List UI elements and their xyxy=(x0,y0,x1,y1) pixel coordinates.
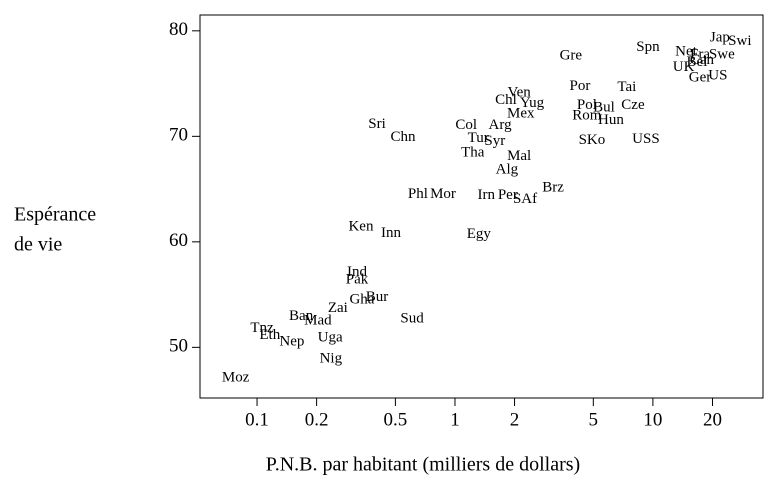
y-axis-label: Espérance xyxy=(14,204,96,226)
point-label: Tnz xyxy=(250,320,274,336)
point-label: Irn xyxy=(478,187,496,203)
point-label: Tha xyxy=(461,145,485,161)
y-tick-label: 80 xyxy=(169,19,188,40)
point-label: Uga xyxy=(318,329,343,345)
point-label: Gre xyxy=(560,48,583,64)
point-label: Spn xyxy=(636,39,660,55)
point-label: Swe xyxy=(709,47,735,63)
x-tick-label: 0.2 xyxy=(305,409,329,430)
point-label: Ind xyxy=(347,264,367,280)
point-label: Bel xyxy=(687,54,708,70)
point-label: Moz xyxy=(222,369,250,385)
point-label: Sud xyxy=(400,310,424,326)
x-tick-label: 2 xyxy=(510,409,520,430)
point-label: Fra xyxy=(690,47,710,63)
point-label: SAf xyxy=(513,191,537,207)
point-label: Hun xyxy=(598,112,624,128)
point-label: Gha xyxy=(349,291,374,307)
y-tick-label: 70 xyxy=(169,125,188,146)
x-tick-label: 20 xyxy=(703,409,722,430)
point-label: Net xyxy=(675,43,697,59)
point-label: Alg xyxy=(496,162,519,178)
point-label: Eth xyxy=(259,327,280,343)
point-label: Pol xyxy=(577,97,597,113)
point-label: Swi xyxy=(728,33,751,49)
point-label: Ken xyxy=(348,219,373,235)
point-label: Brz xyxy=(542,179,564,195)
y-tick-label: 60 xyxy=(169,230,188,251)
point-label: USS xyxy=(632,131,660,147)
point-label: Sri xyxy=(368,116,386,132)
point-label: Egy xyxy=(467,226,492,242)
point-label: UK xyxy=(673,59,695,75)
point-label: Ban xyxy=(289,308,314,324)
x-axis-label: P.N.B. par habitant (milliers de dollars… xyxy=(266,454,580,476)
point-label: Ger xyxy=(689,70,712,86)
point-label: Inn xyxy=(381,225,401,241)
point-label: Tur xyxy=(468,130,489,146)
point-label: Arg xyxy=(489,117,513,133)
point-label: Col xyxy=(455,117,477,133)
y-axis-label: de vie xyxy=(14,234,62,256)
point-label: Nig xyxy=(320,350,343,366)
point-label: Mex xyxy=(507,106,535,122)
point-label: Ven xyxy=(507,85,531,101)
point-label: Nep xyxy=(279,334,304,350)
point-label: US xyxy=(708,68,727,84)
plot-frame xyxy=(199,14,764,399)
point-label: SKo xyxy=(579,132,606,148)
x-tick-label: 5 xyxy=(589,409,599,430)
x-tick-label: 1 xyxy=(450,409,460,430)
point-label: Syr xyxy=(484,133,505,149)
point-label: Bur xyxy=(366,289,389,305)
point-label: Mal xyxy=(507,148,531,164)
point-label: Mad xyxy=(304,312,332,328)
point-label: Pak xyxy=(346,271,369,287)
point-label: Zai xyxy=(328,300,348,316)
point-label: Cze xyxy=(621,97,645,113)
x-tick-label: 0.1 xyxy=(245,409,269,430)
point-label: Can xyxy=(690,52,715,68)
point-label: Jap xyxy=(710,30,730,46)
point-label: Rom xyxy=(572,108,602,124)
point-label: Bul xyxy=(593,99,615,115)
y-tick-label: 50 xyxy=(169,336,188,357)
point-label: Chn xyxy=(390,129,416,145)
point-label: Tai xyxy=(617,79,636,95)
x-tick-label: 0.5 xyxy=(384,409,408,430)
point-label: Per xyxy=(498,187,518,203)
point-label: Chl xyxy=(495,92,517,108)
x-tick-label: 10 xyxy=(643,409,662,430)
point-label: Mor xyxy=(430,186,456,202)
point-label: Phl xyxy=(408,186,428,202)
point-label: Yug xyxy=(520,95,545,111)
point-label: Por xyxy=(570,78,591,94)
